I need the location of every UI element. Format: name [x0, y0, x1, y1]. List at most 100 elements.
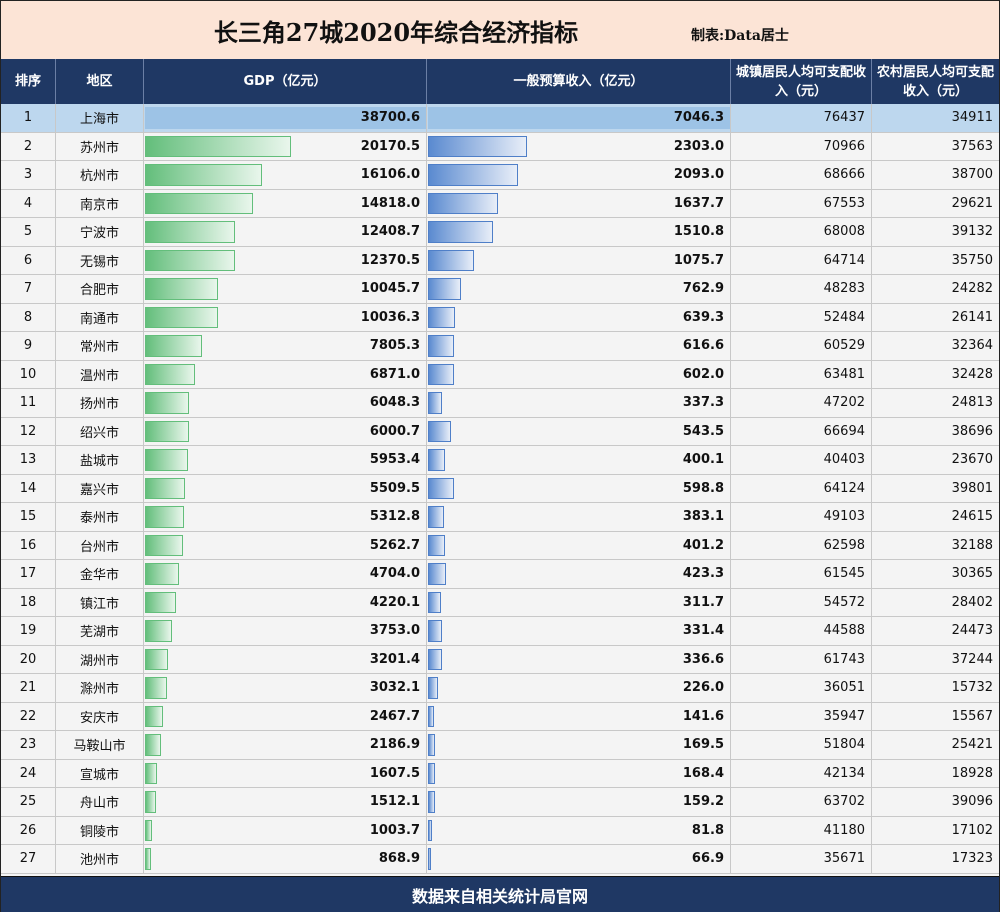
revenue-bar: [428, 591, 442, 613]
rank-cell-value: 17: [19, 566, 37, 582]
gdp-cell: 10036.3: [144, 303, 427, 331]
city-cell-value: 盐城市: [79, 454, 119, 470]
rank-cell: 25: [1, 788, 56, 816]
gdp-bar: [145, 563, 180, 585]
rank-cell-value: 26: [19, 822, 37, 838]
rank-cell-value: 14: [19, 480, 37, 496]
city-cell-value: 安庆市: [79, 710, 119, 726]
revenue-bar: [428, 791, 435, 813]
revenue-cell-value: 762.9: [682, 281, 724, 297]
rank-cell-value: 22: [19, 708, 37, 724]
gdp-cell-value: 6000.7: [369, 423, 420, 439]
city-cell-value: 无锡市: [79, 254, 119, 270]
gdp-bar: [145, 819, 153, 841]
urban-income-cell-value: 61545: [823, 566, 865, 582]
title-bar: 长三角27城2020年综合经济指标 制表:Data居士: [1, 1, 999, 60]
urban-income-cell: 61545: [731, 560, 872, 588]
gdp-cell-value: 5953.4: [369, 452, 420, 468]
rural-income-cell: 37563: [872, 133, 999, 161]
revenue-cell: 169.5: [427, 731, 731, 759]
gdp-bar: [145, 306, 218, 328]
gdp-cell-value: 868.9: [378, 851, 420, 867]
table-row: 10 温州市 6871.0 602.0 63481 32428: [1, 360, 999, 389]
rank-cell-value: 6: [23, 252, 33, 268]
revenue-cell-value: 159.2: [682, 794, 724, 810]
city-cell-value: 池州市: [79, 853, 119, 869]
revenue-cell: 762.9: [427, 275, 731, 303]
rank-cell: 8: [1, 303, 56, 331]
rural-income-cell: 28402: [872, 589, 999, 617]
revenue-cell: 168.4: [427, 759, 731, 787]
revenue-cell: 331.4: [427, 617, 731, 645]
revenue-bar: [428, 620, 443, 642]
rank-cell: 12: [1, 417, 56, 445]
gdp-cell: 5312.8: [144, 503, 427, 531]
rural-income-cell-value: 32364: [951, 338, 993, 354]
urban-income-cell: 35671: [731, 845, 872, 873]
gdp-cell: 6000.7: [144, 417, 427, 445]
rural-income-cell-value: 26141: [951, 309, 993, 325]
rank-cell-value: 4: [23, 195, 33, 211]
gdp-cell: 7805.3: [144, 332, 427, 360]
rank-cell: 16: [1, 531, 56, 559]
revenue-cell-value: 1510.8: [673, 224, 724, 240]
table-row: 25 舟山市 1512.1 159.2 63702 39096: [1, 788, 999, 817]
revenue-bar: [428, 819, 432, 841]
table-row: 22 安庆市 2467.7 141.6 35947 15567: [1, 702, 999, 731]
table-row: 8 南通市 10036.3 639.3 52484 26141: [1, 303, 999, 332]
revenue-bar: [428, 848, 431, 870]
revenue-bar: [428, 534, 446, 556]
rank-cell: 4: [1, 189, 56, 217]
urban-income-cell-value: 62598: [823, 537, 865, 553]
rank-cell: 1: [1, 104, 56, 132]
revenue-cell-value: 169.5: [682, 737, 724, 753]
rural-income-cell-value: 30365: [951, 566, 993, 582]
table-row: 27 池州市 868.9 66.9 35671 17323: [1, 845, 999, 874]
revenue-bar: [428, 506, 445, 528]
table-row: 20 湖州市 3201.4 336.6 61743 37244: [1, 645, 999, 674]
gdp-cell: 3753.0: [144, 617, 427, 645]
urban-income-cell: 66694: [731, 417, 872, 445]
revenue-bar: [428, 221, 493, 243]
urban-income-cell-value: 67553: [823, 195, 865, 211]
rank-cell: 2: [1, 132, 56, 160]
gdp-bar: [145, 677, 168, 699]
rank-cell-value: 16: [19, 537, 37, 553]
gdp-bar: [145, 591, 176, 613]
gdp-bar: [145, 534, 184, 556]
revenue-cell: 1075.7: [427, 246, 731, 274]
rural-income-cell: 29621: [872, 190, 999, 218]
urban-income-cell: 64124: [731, 474, 872, 502]
rural-income-cell: 26141: [872, 304, 999, 332]
urban-income-cell-value: 52484: [823, 309, 865, 325]
gdp-cell-value: 1512.1: [369, 794, 420, 810]
gdp-bar: [145, 620, 173, 642]
gdp-cell-value: 4220.1: [369, 594, 420, 610]
rural-income-cell-value: 37563: [951, 138, 993, 154]
gdp-cell-value: 3032.1: [369, 680, 420, 696]
rank-cell-value: 27: [19, 851, 37, 867]
gdp-cell-value: 12370.5: [360, 252, 420, 268]
header-gdp: GDP（亿元）: [144, 59, 427, 104]
gdp-bar: [145, 420, 189, 442]
header-revenue: 一般预算收入（亿元）: [427, 59, 731, 104]
table-row: 5 宁波市 12408.7 1510.8 68008 39132: [1, 218, 999, 247]
revenue-cell-value: 168.4: [682, 765, 724, 781]
rural-income-cell: 15732: [872, 674, 999, 702]
revenue-bar: [428, 164, 518, 186]
gdp-cell: 2467.7: [144, 702, 427, 730]
gdp-cell: 12408.7: [144, 218, 427, 246]
rural-income-cell: 30365: [872, 560, 999, 588]
revenue-bar: [428, 705, 435, 727]
table-row: 6 无锡市 12370.5 1075.7 64714 35750: [1, 246, 999, 275]
gdp-cell-value: 5509.5: [369, 480, 420, 496]
gdp-bar: [145, 705, 163, 727]
city-cell-value: 宁波市: [79, 226, 119, 242]
city-cell: 安庆市: [56, 702, 144, 730]
gdp-bar: [145, 791, 156, 813]
urban-income-cell-value: 61743: [823, 651, 865, 667]
revenue-cell-value: 2303.0: [673, 138, 724, 154]
rank-cell: 13: [1, 446, 56, 474]
city-cell: 池州市: [56, 845, 144, 873]
gdp-bar: [145, 449, 189, 471]
